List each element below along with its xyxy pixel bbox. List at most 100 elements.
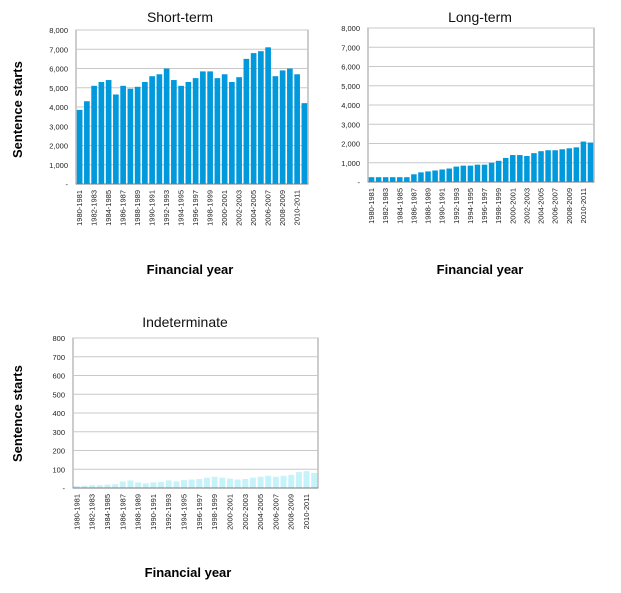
y-tick-label: - — [358, 178, 361, 187]
bar — [185, 81, 192, 184]
bar — [163, 68, 170, 184]
y-tick-label: 4,000 — [341, 101, 360, 110]
x-tick-label: 1982-1983 — [381, 188, 390, 224]
bar — [221, 74, 228, 184]
bar — [474, 164, 481, 182]
y-tick-label: 3,000 — [341, 120, 360, 129]
bar — [294, 74, 300, 184]
x-tick-label: 1998-1999 — [210, 494, 219, 530]
bar — [96, 485, 103, 488]
bar — [229, 81, 235, 184]
x-tick-label: 2004-2005 — [256, 494, 265, 530]
bar — [188, 479, 195, 488]
y-tick-label: 200 — [52, 447, 65, 456]
bar — [156, 74, 163, 184]
bar — [495, 160, 502, 182]
x-tick-label: 2004-2005 — [249, 190, 258, 226]
x-tick-label: 1998-1999 — [494, 188, 503, 224]
bar — [404, 177, 410, 182]
x-axis-label: Financial year — [146, 262, 234, 277]
x-tick-label: 1992-1993 — [162, 190, 171, 226]
bar — [249, 477, 256, 488]
bar — [200, 71, 206, 184]
bar — [272, 76, 279, 184]
x-tick-label: 1986-1987 — [118, 494, 127, 530]
x-tick-label: 2002-2003 — [522, 188, 531, 224]
x-axis-label: Financial year — [436, 262, 524, 277]
x-tick-label: 2002-2003 — [241, 494, 250, 530]
bar — [287, 68, 293, 184]
bar — [171, 80, 177, 184]
x-tick-label: 1986-1987 — [409, 188, 418, 224]
y-tick-label: 400 — [52, 409, 65, 418]
y-tick-label: 8,000 — [49, 26, 68, 35]
chart-title: Indeterminate — [142, 314, 228, 330]
y-tick-label: 700 — [52, 353, 65, 362]
bar — [181, 480, 188, 488]
bar — [127, 88, 134, 184]
bar — [234, 479, 241, 488]
x-tick-label: 1986-1987 — [119, 190, 128, 226]
bar — [488, 162, 495, 182]
bar — [481, 164, 488, 182]
bar — [165, 480, 172, 488]
bar — [425, 171, 431, 182]
x-tick-label: 1990-1991 — [438, 188, 447, 224]
bar — [173, 481, 180, 488]
bar — [105, 80, 112, 184]
bar — [76, 109, 83, 184]
bar — [150, 482, 157, 488]
bar — [219, 477, 226, 488]
x-tick-label: 2006-2007 — [551, 188, 560, 224]
bar — [510, 155, 516, 182]
bar — [538, 151, 544, 182]
bar — [301, 103, 308, 184]
bar — [120, 85, 126, 184]
bar — [127, 480, 134, 488]
x-tick-label: 1984-1985 — [104, 190, 113, 226]
bar — [559, 149, 565, 182]
bar — [81, 485, 88, 488]
y-tick-label: 5,000 — [341, 82, 360, 91]
x-tick-label: 2006-2007 — [264, 190, 273, 226]
x-tick-label: 2010-2011 — [579, 188, 588, 223]
bar — [418, 172, 424, 182]
y-tick-label: 4,000 — [49, 103, 68, 112]
x-tick-label: 1996-1997 — [480, 188, 489, 224]
y-tick-label: 600 — [52, 372, 65, 381]
bar — [411, 174, 417, 182]
y-tick-label: 300 — [52, 428, 65, 437]
bar — [439, 169, 445, 182]
bar — [203, 477, 210, 488]
bar — [531, 153, 537, 182]
y-tick-label: - — [66, 180, 69, 189]
x-tick-label: 1998-1999 — [206, 190, 215, 226]
bar — [196, 479, 203, 488]
bar — [142, 483, 149, 488]
bar — [502, 157, 509, 182]
bar — [89, 485, 96, 488]
bar — [580, 141, 587, 182]
bar — [566, 148, 573, 182]
x-tick-label: 2000-2001 — [508, 188, 517, 224]
bar — [552, 150, 558, 182]
bar — [295, 472, 302, 488]
y-tick-label: 800 — [52, 334, 65, 343]
x-tick-label: 1994-1995 — [180, 494, 189, 530]
bar — [207, 71, 213, 184]
bar — [265, 475, 272, 488]
y-tick-label: 5,000 — [49, 84, 68, 93]
bar — [524, 156, 530, 182]
bar — [368, 177, 375, 182]
x-tick-label: 2008-2009 — [287, 494, 296, 530]
y-tick-label: 1,000 — [341, 159, 360, 168]
x-tick-label: 1980-1981 — [75, 190, 84, 226]
bar — [303, 471, 310, 488]
x-tick-label: 1988-1989 — [134, 494, 143, 530]
bar — [135, 482, 142, 488]
x-tick-label: 1990-1991 — [148, 190, 157, 226]
y-tick-label: 7,000 — [341, 43, 360, 52]
x-tick-label: 1984-1985 — [103, 494, 112, 530]
